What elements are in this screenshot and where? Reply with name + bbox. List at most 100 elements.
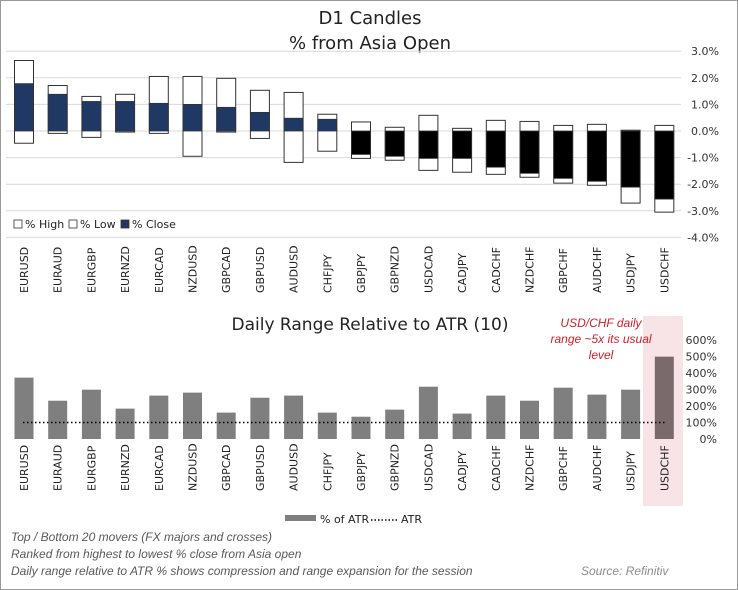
legend-swatch: [68, 219, 78, 229]
y-tick-label: -2.0%: [687, 178, 719, 191]
atr-bar: [81, 389, 101, 439]
legend-swatch: [13, 219, 23, 229]
category-label: EURGBP: [85, 445, 98, 491]
close-bar: [553, 130, 574, 179]
chart-subtitle: % from Asia Open: [289, 33, 451, 54]
category-label: USDCHF: [658, 445, 671, 491]
close-bar: [148, 102, 169, 132]
y-tick-label: 0%: [700, 433, 717, 446]
chart-title: Daily Range Relative to ATR (10): [232, 315, 509, 335]
atr-bar: [452, 413, 472, 439]
legend-label: % of ATR: [320, 513, 369, 526]
y-tick-label: 400%: [686, 367, 717, 380]
legend-label: ATR: [401, 513, 422, 526]
atr-bar: [553, 387, 573, 439]
y-tick-label: 1.0%: [691, 98, 719, 111]
legend-label: % High: [25, 218, 64, 231]
note-2: Ranked from highest to lowest % close fr…: [11, 547, 302, 561]
atr-bar: [14, 377, 34, 439]
y-tick-label: 100%: [686, 417, 717, 430]
category-label: AUDUSD: [288, 443, 301, 491]
close-bar: [620, 130, 641, 188]
close-bar: [384, 130, 405, 157]
category-label: GBPUSD: [254, 247, 267, 293]
category-label: GBPUSD: [254, 445, 267, 491]
close-bar: [485, 130, 506, 168]
category-label: GBPNZD: [389, 246, 402, 293]
category-label: AUDCHF: [591, 247, 604, 293]
usdchf-annotation: USD/CHF daily range ~5x its usual level: [550, 316, 652, 362]
category-label: USDJPY: [625, 253, 638, 293]
category-label: EURAUD: [52, 247, 65, 293]
close-bar: [519, 130, 540, 174]
note-1: Top / Bottom 20 movers (FX majors and cr…: [11, 530, 272, 544]
legend-swatch: [120, 219, 130, 229]
category-label: EURCAD: [153, 445, 166, 491]
category-label: CHFJPY: [321, 452, 334, 491]
close-bar: [47, 93, 68, 132]
atr-bar: [621, 389, 641, 439]
category-label: CADJPY: [456, 253, 469, 293]
atr-bar: [216, 412, 236, 439]
legend-label: % Low: [80, 218, 116, 231]
atr-bar: [418, 386, 438, 439]
chart-title: D1 Candles: [319, 8, 422, 29]
category-label: EURNZD: [119, 444, 132, 491]
atr-bar: [654, 356, 674, 439]
close-bar: [14, 83, 34, 132]
category-label: CADJPY: [456, 451, 469, 491]
y-tick-label: -4.0%: [687, 231, 719, 244]
atr-bar: [149, 395, 169, 439]
close-bar: [249, 111, 270, 132]
atr-bar: [284, 395, 304, 439]
category-label: AUDCHF: [591, 445, 604, 491]
close-bar: [216, 106, 237, 132]
y-tick-label: 300%: [686, 384, 717, 397]
category-label: USDCAD: [422, 246, 435, 293]
y-tick-label: 600%: [686, 334, 717, 347]
legend-label: % Close: [132, 218, 176, 231]
atr-bar: [48, 400, 68, 439]
atr-bar: [486, 395, 506, 439]
atr-bar: [250, 397, 270, 439]
category-label: EURNZD: [119, 246, 132, 293]
close-bar: [587, 130, 607, 182]
category-label: NZDCHF: [524, 444, 537, 491]
note-3: Daily range relative to ATR % shows comp…: [11, 564, 473, 578]
category-label: EURUSD: [18, 445, 31, 491]
close-bar: [182, 104, 203, 132]
y-tick-label: 3.0%: [691, 45, 719, 58]
category-label: EURAUD: [52, 445, 65, 491]
category-label: GBPCHF: [557, 248, 570, 293]
atr-bar: [351, 416, 371, 439]
category-label: EURGBP: [85, 247, 98, 293]
y-tick-label: 200%: [686, 400, 717, 413]
close-bar: [418, 130, 439, 159]
source-label: Source: Refinitiv: [581, 564, 669, 578]
category-label: GBPCAD: [220, 445, 233, 491]
y-tick-label: 2.0%: [691, 72, 719, 85]
category-label: CADCHF: [490, 445, 503, 491]
y-tick-label: -3.0%: [687, 205, 719, 218]
category-label: USDJPY: [625, 451, 638, 491]
category-label: USDCHF: [658, 247, 671, 293]
category-label: USDCAD: [422, 444, 435, 491]
atr-bar: [317, 412, 337, 439]
category-label: AUDUSD: [288, 245, 301, 293]
y-tick-label: 0.0%: [691, 125, 719, 138]
close-bar: [351, 130, 371, 155]
category-label: NZDUSD: [187, 245, 200, 293]
category-label: NZDCHF: [524, 246, 537, 293]
close-bar: [283, 117, 304, 132]
atr-bar: [183, 392, 202, 439]
category-label: GBPCHF: [557, 446, 570, 491]
close-bar: [452, 130, 473, 159]
atr-bar: [115, 408, 135, 439]
atr-bar: [520, 400, 539, 439]
y-tick-label: -1.0%: [687, 152, 719, 165]
category-label: GBPCAD: [220, 247, 233, 293]
category-label: EURCAD: [153, 247, 166, 293]
category-label: CHFJPY: [321, 254, 334, 293]
close-bar: [115, 101, 135, 132]
